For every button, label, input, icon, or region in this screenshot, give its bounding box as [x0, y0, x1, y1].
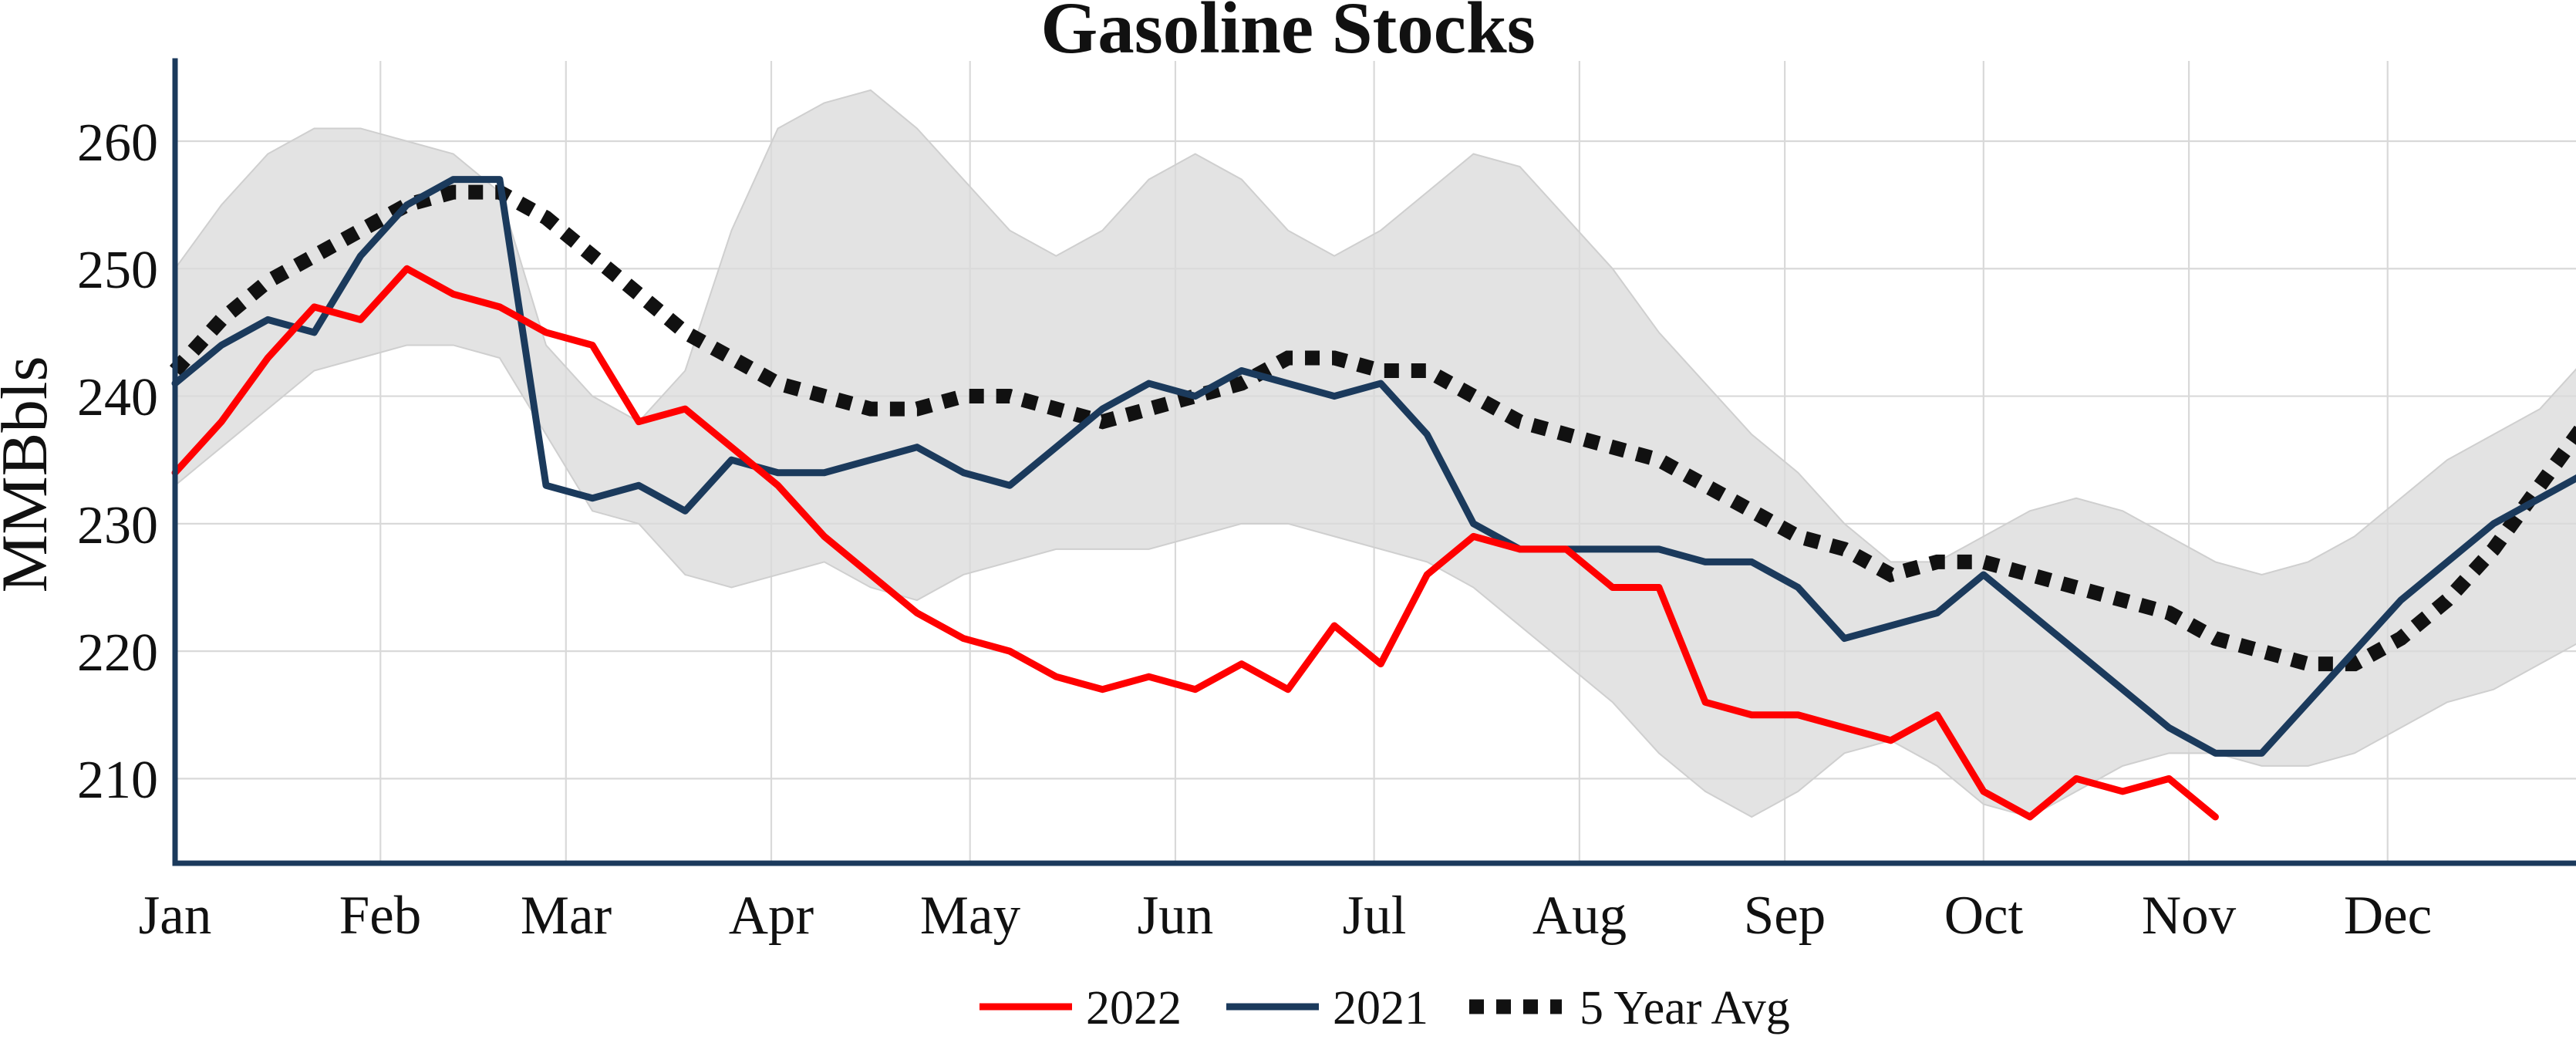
svg-text:5 Year Avg: 5 Year Avg: [1580, 982, 1790, 1034]
svg-text:Feb: Feb: [339, 886, 422, 946]
svg-text:230: 230: [77, 496, 158, 555]
svg-text:240: 240: [77, 368, 158, 427]
svg-text:220: 220: [77, 623, 158, 683]
svg-text:Jun: Jun: [1138, 886, 1214, 946]
svg-text:Dec: Dec: [2344, 886, 2432, 946]
svg-text:210: 210: [77, 751, 158, 810]
svg-text:2021: 2021: [1333, 982, 1428, 1034]
svg-text:Jul: Jul: [1343, 886, 1407, 946]
svg-text:Mar: Mar: [521, 886, 612, 946]
svg-text:260: 260: [77, 113, 158, 173]
svg-text:Apr: Apr: [729, 886, 814, 946]
svg-text:Sep: Sep: [1744, 886, 1826, 946]
svg-text:Oct: Oct: [1944, 886, 2024, 946]
svg-text:May: May: [920, 886, 1021, 946]
svg-text:Nov: Nov: [2142, 886, 2237, 946]
svg-text:Aug: Aug: [1532, 886, 1627, 946]
svg-text:Gasoline Stocks: Gasoline Stocks: [1040, 0, 1535, 69]
svg-text:2022: 2022: [1086, 982, 1182, 1034]
svg-text:MMBbls: MMBbls: [0, 356, 61, 592]
svg-text:250: 250: [77, 241, 158, 300]
svg-text:Jan: Jan: [139, 886, 212, 946]
